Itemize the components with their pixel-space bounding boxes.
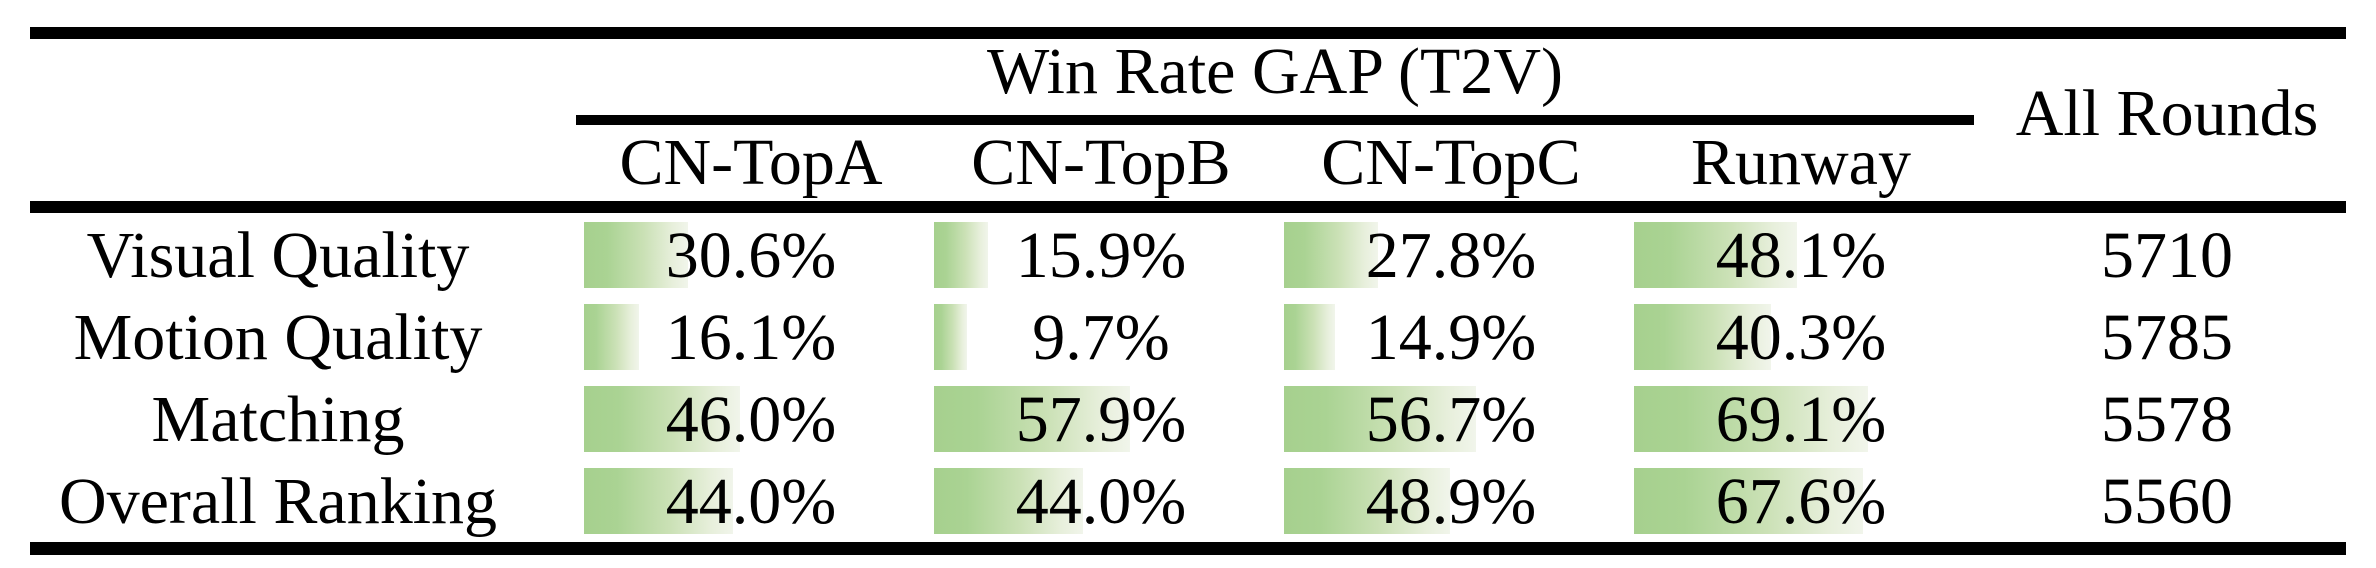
bottom-rule xyxy=(30,542,2346,555)
win-rate-cell: 30.6% xyxy=(576,215,926,297)
header-body-rule xyxy=(30,201,2346,213)
win-rate-cell: 69.1% xyxy=(1626,379,1976,461)
group-header-rule xyxy=(576,115,1974,125)
win-rate-value: 27.8% xyxy=(1365,219,1537,292)
win-rate-cell: 44.0% xyxy=(576,461,926,543)
win-rate-value: 9.7% xyxy=(1032,301,1170,374)
column-header-cn-topc: CN-TopC xyxy=(1321,126,1581,199)
all-rounds-value: 5578 xyxy=(2101,383,2233,456)
win-rate-cell: 15.9% xyxy=(926,215,1276,297)
win-rate-value: 44.0% xyxy=(665,465,837,538)
column-header-cn-topb: CN-TopB xyxy=(971,126,1231,199)
win-rate-value: 48.1% xyxy=(1715,219,1887,292)
all-rounds-header: All Rounds xyxy=(2015,77,2319,150)
top-rule xyxy=(30,27,2346,39)
win-rate-value: 30.6% xyxy=(665,219,837,292)
row-label: Visual Quality xyxy=(86,219,470,292)
win-rate-cell: 27.8% xyxy=(1276,215,1626,297)
win-rate-bar xyxy=(934,304,967,370)
win-rate-cell: 67.6% xyxy=(1626,461,1976,543)
win-rate-bar xyxy=(1284,222,1378,288)
win-rate-bar xyxy=(1284,304,1335,370)
row-label: Overall Ranking xyxy=(58,465,498,538)
column-header-cn-topa: CN-TopA xyxy=(619,126,883,199)
win-rate-bar xyxy=(1634,304,1771,370)
win-rate-value: 40.3% xyxy=(1715,301,1887,374)
win-rate-value: 16.1% xyxy=(665,301,837,374)
win-rate-bar xyxy=(1634,222,1797,288)
win-rate-bar xyxy=(1284,468,1450,534)
win-rate-cell: 14.9% xyxy=(1276,297,1626,379)
win-rate-bar xyxy=(934,222,988,288)
win-rate-bar xyxy=(584,386,740,452)
win-rate-cell: 44.0% xyxy=(926,461,1276,543)
win-rate-cell: 48.1% xyxy=(1626,215,1976,297)
win-rate-bar xyxy=(1284,386,1476,452)
win-rate-cell: 57.9% xyxy=(926,379,1276,461)
win-rate-bar xyxy=(584,304,639,370)
win-rate-bar xyxy=(1634,468,1863,534)
win-rate-value: 15.9% xyxy=(1015,219,1187,292)
all-rounds-value: 5710 xyxy=(2101,219,2233,292)
group-header-win-rate-gap: Win Rate GAP (T2V) xyxy=(987,35,1563,108)
win-rate-cell: 40.3% xyxy=(1626,297,1976,379)
win-rate-value: 14.9% xyxy=(1365,301,1537,374)
win-rate-value: 56.7% xyxy=(1365,383,1537,456)
win-rate-value: 44.0% xyxy=(1015,465,1187,538)
win-rate-cell: 46.0% xyxy=(576,379,926,461)
row-label: Matching xyxy=(151,383,405,456)
win-rate-value: 57.9% xyxy=(1015,383,1187,456)
row-label: Motion Quality xyxy=(73,301,483,374)
win-rate-bar xyxy=(934,386,1130,452)
win-rate-cell: 48.9% xyxy=(1276,461,1626,543)
win-rate-cell: 9.7% xyxy=(926,297,1276,379)
win-rate-bar xyxy=(934,468,1083,534)
column-header-runway: Runway xyxy=(1691,126,1911,199)
win-rate-cell: 16.1% xyxy=(576,297,926,379)
win-rate-bar xyxy=(584,222,688,288)
all-rounds-value: 5785 xyxy=(2101,301,2233,374)
win-rate-value: 69.1% xyxy=(1715,383,1887,456)
win-rate-bar xyxy=(1634,386,1868,452)
win-rate-value: 48.9% xyxy=(1365,465,1537,538)
win-rate-value: 46.0% xyxy=(665,383,837,456)
win-rate-cell: 56.7% xyxy=(1276,379,1626,461)
win-rate-value: 67.6% xyxy=(1715,465,1887,538)
all-rounds-value: 5560 xyxy=(2101,465,2233,538)
win-rate-bar xyxy=(584,468,733,534)
